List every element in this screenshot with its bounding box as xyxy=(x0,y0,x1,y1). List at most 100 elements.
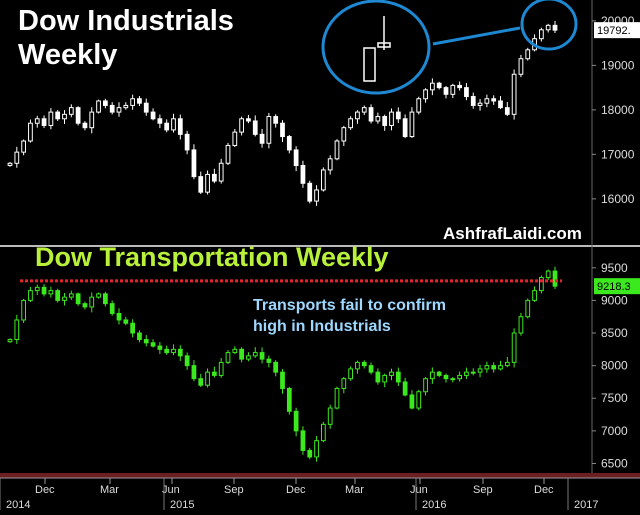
trn-candle-body xyxy=(504,361,510,367)
trn-candle-body xyxy=(239,348,244,360)
ind-y-tick-label: 19000 xyxy=(601,58,635,72)
ind-candle-body xyxy=(525,49,531,60)
ind-candle-body xyxy=(464,87,469,98)
ind-candle-body xyxy=(96,100,101,113)
year-label: 2014 xyxy=(6,499,30,510)
trn-candle-body xyxy=(293,410,299,432)
trn-candle-body xyxy=(116,312,122,321)
ind-candle-body xyxy=(68,107,74,115)
trn-candle-body xyxy=(259,352,265,360)
ind-candle-body xyxy=(321,169,326,191)
ind-candle-body xyxy=(300,164,306,184)
ind-candle-body xyxy=(62,113,67,120)
trn-candle-body xyxy=(21,299,26,321)
ind-candle-body xyxy=(375,116,381,122)
ind-candle-body xyxy=(266,116,272,144)
ind-y-tick-label: 17000 xyxy=(601,147,635,161)
ind-candle-body xyxy=(14,151,20,164)
trn-candle-body xyxy=(375,371,381,383)
trn-candle-body xyxy=(416,391,422,409)
ind-candle-body xyxy=(130,98,135,106)
trn-candle-body xyxy=(389,371,394,376)
trn-candle-body xyxy=(205,371,210,386)
trn-y-tick-label: 8000 xyxy=(601,359,628,373)
ind-candle-body xyxy=(89,111,95,129)
ind-candle-body xyxy=(368,107,374,122)
ind-candle-body xyxy=(552,24,558,31)
trn-y-tick-label: 6500 xyxy=(601,456,628,470)
trn-candle-body xyxy=(511,332,517,363)
annotation-line1: Transports fail to confirm xyxy=(253,297,446,314)
ind-candle-body xyxy=(518,58,524,75)
trn-candle-body xyxy=(409,394,415,409)
trn-candle-body xyxy=(55,290,61,301)
trn-candle-body xyxy=(34,286,40,292)
trn-candle-body xyxy=(436,371,442,376)
trn-candle-body xyxy=(82,303,88,308)
transports-title: Dow Transportation Weekly xyxy=(35,242,389,272)
ind-candle-body xyxy=(103,100,108,106)
trn-candle-body xyxy=(75,293,81,305)
ind-candle-body xyxy=(143,102,149,113)
ind-candle-body xyxy=(82,122,88,129)
trn-candle-body xyxy=(532,290,537,301)
trn-candle-body xyxy=(539,277,544,292)
x-tick-label: Dec xyxy=(286,484,306,496)
ind-candle-body xyxy=(430,82,435,91)
ind-candle-body xyxy=(7,162,13,166)
industrials-title-line2: Weekly xyxy=(18,39,118,71)
bottom-stripe xyxy=(0,473,640,478)
ind-candle-body xyxy=(75,107,81,124)
ind-candle-body xyxy=(225,144,231,164)
trn-candle-body xyxy=(464,371,469,376)
trn-candle-body xyxy=(443,374,449,380)
trn-candle-body xyxy=(348,368,353,380)
trn-candle-body xyxy=(191,365,197,380)
ind-y-tick-label: 16000 xyxy=(601,192,635,206)
ind-candle-body xyxy=(382,116,388,126)
ind-candle-body xyxy=(334,140,340,160)
trn-candle-body xyxy=(470,371,476,374)
ind-candle-body xyxy=(477,102,483,106)
ind-candle-body xyxy=(28,122,33,142)
zoom-circle xyxy=(321,0,431,95)
trn-candle-body xyxy=(212,371,217,376)
ind-candle-body xyxy=(355,111,360,120)
ind-candle-body xyxy=(41,118,47,126)
ind-candle-body xyxy=(504,107,510,115)
ind-last-value-label: 19792. xyxy=(597,25,631,37)
ind-candle-body xyxy=(171,118,176,131)
trn-candle-body xyxy=(484,365,490,370)
trn-candle-body xyxy=(552,270,558,287)
trn-candle-body xyxy=(7,339,13,343)
trn-candle-body xyxy=(157,345,163,350)
ind-candle-body xyxy=(164,122,170,131)
ind-candle-body xyxy=(498,100,503,109)
trn-candle-body xyxy=(184,355,190,367)
trn-candle-body xyxy=(382,374,388,383)
ind-candle-body xyxy=(109,104,115,113)
ind-candle-body xyxy=(341,127,347,142)
trn-candle-body xyxy=(334,387,340,409)
year-label: 2017 xyxy=(574,499,598,510)
trn-last-value-label: 9218.3 xyxy=(597,281,631,293)
trn-candle-body xyxy=(177,348,183,357)
ind-candle-body xyxy=(191,149,197,178)
trn-candle-body xyxy=(150,342,156,347)
x-tick-label: Sep xyxy=(224,484,244,496)
trn-candle-body xyxy=(423,378,428,393)
trn-candle-body xyxy=(89,296,95,308)
ind-candle-body xyxy=(21,140,26,153)
trn-candle-body xyxy=(232,348,238,354)
trn-candle-body xyxy=(246,355,251,360)
ind-candle-body xyxy=(484,98,490,104)
trn-candle-body xyxy=(457,374,462,380)
highlight-circle xyxy=(520,0,578,51)
industrials-title-line1: Dow Industrials xyxy=(18,5,234,37)
trn-y-tick-label: 7500 xyxy=(601,391,628,405)
ind-candle-body xyxy=(436,82,442,89)
ind-candle-body xyxy=(123,104,129,109)
trn-candle-body xyxy=(368,365,374,373)
